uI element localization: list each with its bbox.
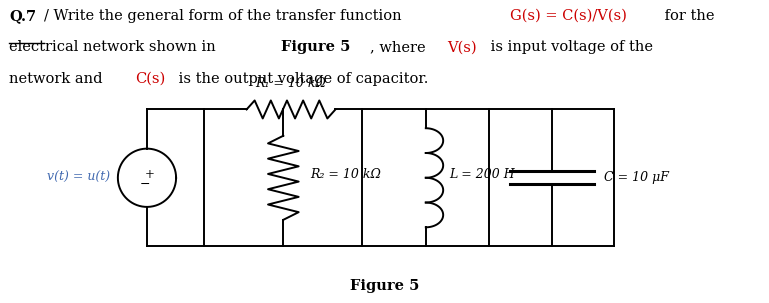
Text: −: − xyxy=(140,178,151,191)
Text: G(s) = C(s)/V(s): G(s) = C(s)/V(s) xyxy=(510,9,627,23)
Text: R₂ = 10 kΩ: R₂ = 10 kΩ xyxy=(310,168,381,181)
Text: v(t) = u(t): v(t) = u(t) xyxy=(47,171,110,184)
Text: is input voltage of the: is input voltage of the xyxy=(485,40,653,55)
Text: C = 10 μF: C = 10 μF xyxy=(604,171,669,184)
Text: +: + xyxy=(145,168,155,181)
Text: V(s): V(s) xyxy=(448,40,477,55)
Text: Figure 5: Figure 5 xyxy=(350,278,419,293)
Text: / Write the general form of the transfer function: / Write the general form of the transfer… xyxy=(44,9,406,23)
Text: Figure 5: Figure 5 xyxy=(281,40,350,55)
Text: for the: for the xyxy=(660,9,714,23)
Text: C(s): C(s) xyxy=(135,72,165,86)
Text: Q.7: Q.7 xyxy=(9,9,36,23)
Text: network and: network and xyxy=(9,72,107,86)
Text: R₁ = 10 kΩ: R₁ = 10 kΩ xyxy=(255,77,327,90)
Text: , where: , where xyxy=(370,40,430,55)
Text: is the output voltage of capacitor.: is the output voltage of capacitor. xyxy=(174,72,428,86)
Text: electrical network shown in: electrical network shown in xyxy=(9,40,221,55)
Text: L = 200 H: L = 200 H xyxy=(449,168,514,181)
